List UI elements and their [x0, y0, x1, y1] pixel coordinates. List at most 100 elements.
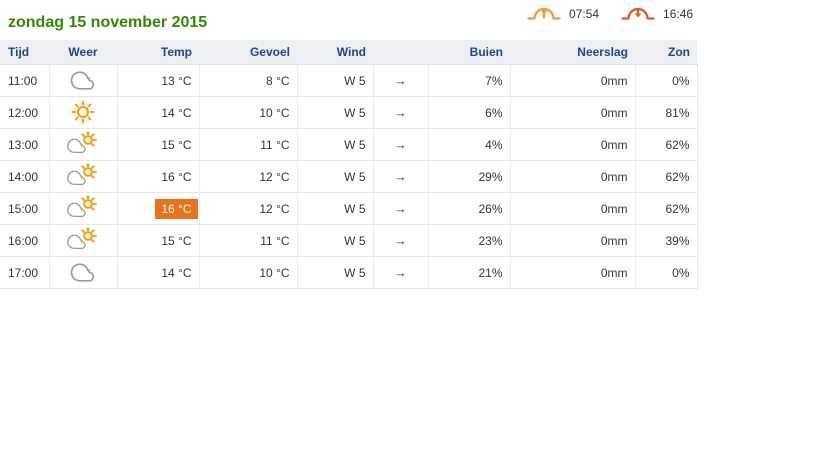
partly-cloudy-icon: [67, 195, 97, 218]
column-header-tijd: Tijd: [0, 40, 49, 65]
sunset-icon: [621, 1, 655, 26]
hourly-forecast-table: Tijd Weer Temp Gevoel Wind Buien Neersla…: [0, 40, 698, 289]
forecast-row[interactable]: 17:00 14 °C 10 °C W 5 → 21% 0mm 0%: [0, 256, 698, 289]
sunshine-cell: 81%: [635, 96, 698, 129]
feels-like-cell: 12 °C: [199, 192, 298, 225]
column-header-weer: Weer: [49, 40, 117, 65]
temperature-cell: 14 °C: [117, 96, 200, 129]
feels-like-cell: 10 °C: [199, 256, 298, 289]
temperature-cell: 16 °C: [117, 192, 200, 225]
page-title: zondag 15 november 2015: [8, 13, 208, 31]
showers-cell: 6%: [428, 96, 511, 129]
wind-cell: W 5: [297, 256, 374, 289]
column-header-gevoel: Gevoel: [199, 40, 297, 65]
partly-cloudy-icon: [67, 131, 97, 154]
sunshine-cell: 62%: [635, 160, 698, 193]
wind-direction-arrow: →: [394, 169, 407, 184]
precipitation-cell: 0mm: [510, 224, 636, 257]
feels-like-cell: 11 °C: [199, 128, 298, 161]
feels-like-cell: 10 °C: [199, 96, 298, 129]
sunrise-icon: [527, 1, 561, 26]
wind-direction-cell: →: [373, 224, 429, 257]
sunrise-group: 07:54: [527, 1, 599, 26]
column-header-zon: Zon: [635, 40, 697, 65]
wind-direction-cell: →: [373, 256, 429, 289]
time-cell: 15:00: [0, 192, 50, 225]
cloudy-icon: [70, 263, 95, 282]
time-cell: 16:00: [0, 224, 50, 257]
forecast-row[interactable]: 16:00 15 °C 11 °C W 5 → 23% 0mm 39%: [0, 224, 698, 257]
wind-cell: W 5: [297, 160, 374, 193]
precipitation-cell: 0mm: [510, 192, 636, 225]
showers-cell: 21%: [428, 256, 511, 289]
partly-cloudy-icon: [67, 227, 97, 250]
wind-direction-arrow: →: [394, 201, 407, 216]
precipitation-cell: 0mm: [510, 128, 636, 161]
weather-icon-cell: [49, 256, 118, 289]
forecast-row[interactable]: 12:00 14 °C 10 °C W 5 → 6% 0mm 81%: [0, 96, 698, 129]
forecast-row[interactable]: 15:00 16 °C 12 °C W 5 → 26% 0mm 62%: [0, 192, 698, 225]
sun-times: 07:54 16:46: [527, 1, 693, 26]
feels-like-cell: 8 °C: [199, 64, 298, 97]
time-cell: 11:00: [0, 64, 50, 97]
wind-cell: W 5: [297, 96, 374, 129]
feels-like-cell: 12 °C: [199, 160, 298, 193]
cloudy-icon: [70, 71, 95, 90]
temperature-cell: 15 °C: [117, 224, 200, 257]
wind-direction-arrow: →: [394, 233, 407, 248]
column-header-neerslag: Neerslag: [510, 40, 635, 65]
sunshine-cell: 0%: [635, 256, 698, 289]
precipitation-cell: 0mm: [510, 64, 636, 97]
showers-cell: 26%: [428, 192, 511, 225]
wind-cell: W 5: [297, 192, 374, 225]
column-header-wind-dir: [373, 40, 428, 65]
sunrise-time: 07:54: [569, 6, 600, 21]
sunshine-cell: 0%: [635, 64, 698, 97]
showers-cell: 23%: [428, 224, 511, 257]
time-cell: 12:00: [0, 96, 50, 129]
weather-icon-cell: [49, 128, 118, 161]
temperature-cell: 15 °C: [117, 128, 200, 161]
forecast-row[interactable]: 14:00 16 °C 12 °C W 5 → 29% 0mm 62%: [0, 160, 698, 193]
column-header-buien: Buien: [428, 40, 510, 65]
table-header-row: Tijd Weer Temp Gevoel Wind Buien Neersla…: [0, 40, 697, 65]
wind-direction-arrow: →: [394, 137, 407, 152]
precipitation-cell: 0mm: [510, 160, 636, 193]
temperature-cell: 13 °C: [117, 64, 200, 97]
sunshine-cell: 62%: [635, 192, 698, 225]
temperature-cell: 16 °C: [117, 160, 200, 193]
showers-cell: 4%: [428, 128, 511, 161]
weather-icon-cell: [49, 64, 118, 97]
sunshine-cell: 62%: [635, 128, 698, 161]
sunset-group: 16:46: [621, 1, 693, 26]
precipitation-cell: 0mm: [510, 256, 636, 289]
weather-icon-cell: [49, 96, 118, 129]
wind-direction-cell: →: [373, 96, 429, 129]
column-header-temp: Temp: [117, 40, 199, 65]
wind-cell: W 5: [297, 64, 374, 97]
time-cell: 13:00: [0, 128, 50, 161]
showers-cell: 29%: [428, 160, 511, 193]
temperature-cell: 14 °C: [117, 256, 200, 289]
weather-icon-cell: [49, 160, 118, 193]
wind-direction-cell: →: [373, 64, 429, 97]
weather-icon-cell: [49, 224, 118, 257]
wind-cell: W 5: [297, 128, 374, 161]
wind-direction-cell: →: [373, 160, 429, 193]
forecast-row[interactable]: 11:00 13 °C 8 °C W 5 → 7% 0mm 0%: [0, 64, 698, 97]
wind-direction-arrow: →: [394, 105, 407, 120]
weather-icon-cell: [49, 192, 118, 225]
time-cell: 14:00: [0, 160, 50, 193]
showers-cell: 7%: [428, 64, 511, 97]
wind-direction-cell: →: [373, 128, 429, 161]
forecast-row[interactable]: 13:00 15 °C 11 °C W 5 → 4% 0mm 62%: [0, 128, 698, 161]
wind-direction-cell: →: [373, 192, 429, 225]
sunset-time: 16:46: [663, 6, 694, 21]
column-header-wind: Wind: [297, 40, 373, 65]
wind-direction-arrow: →: [394, 265, 407, 280]
precipitation-cell: 0mm: [510, 96, 636, 129]
wind-cell: W 5: [297, 224, 374, 257]
partly-cloudy-icon: [67, 163, 97, 186]
feels-like-cell: 11 °C: [199, 224, 298, 257]
